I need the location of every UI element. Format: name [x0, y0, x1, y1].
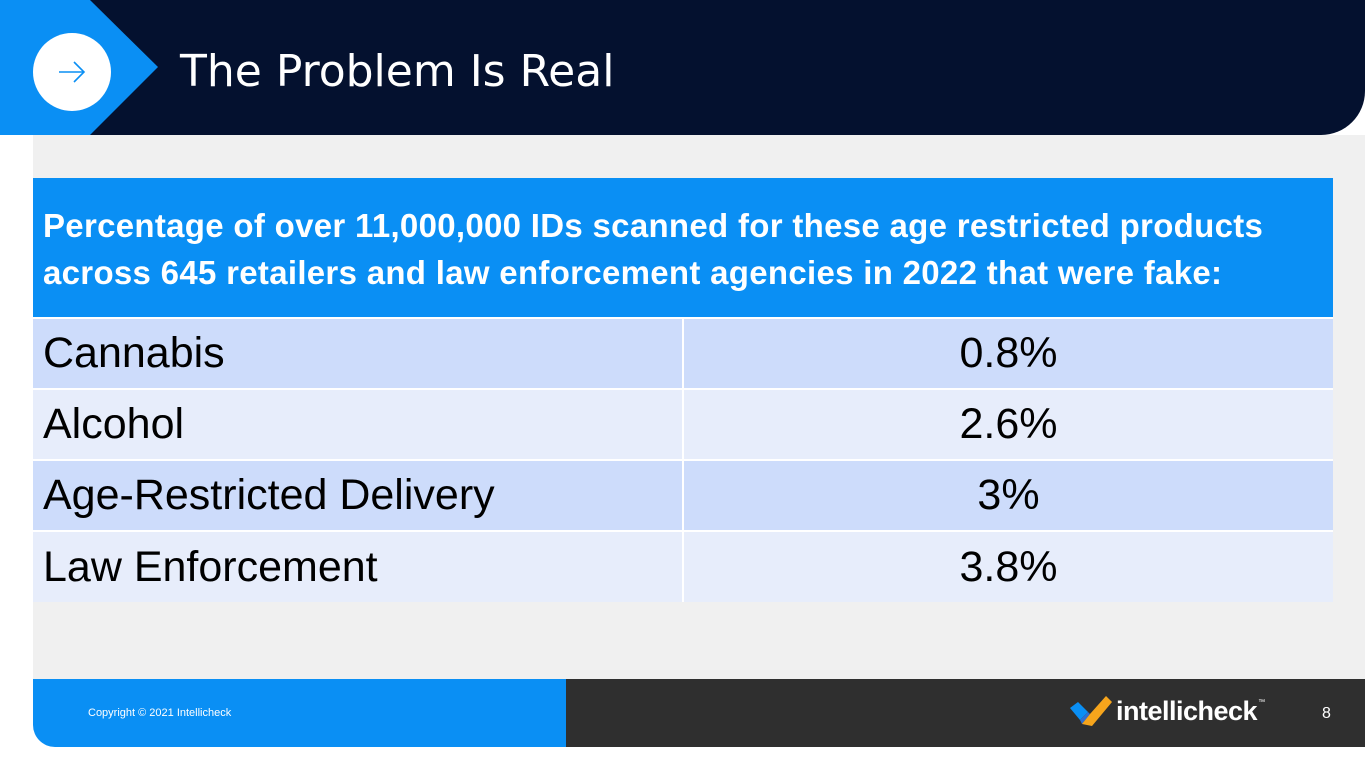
arrow-badge	[33, 33, 111, 111]
page-number: 8	[1322, 705, 1331, 722]
checkmark-logo-icon	[1070, 696, 1112, 726]
row-value-delivery: 3%	[683, 459, 1333, 531]
row-label-delivery: Age-Restricted Delivery	[33, 459, 684, 531]
row-value-alcohol: 2.6%	[683, 388, 1333, 460]
row-value-law-enforcement: 3.8%	[683, 530, 1333, 602]
table-row: Law Enforcement 3.8%	[33, 530, 1333, 602]
page-title: The Problem Is Real	[180, 46, 615, 97]
fake-id-table: Percentage of over 11,000,000 IDs scanne…	[33, 178, 1333, 602]
row-label-alcohol: Alcohol	[33, 388, 684, 460]
logo-wordmark: intellicheck	[1116, 696, 1258, 726]
row-label-cannabis: Cannabis	[33, 317, 684, 389]
footer-right-band	[566, 679, 1365, 747]
header-band: The Problem Is Real	[0, 0, 1365, 135]
table-row: Age-Restricted Delivery 3%	[33, 459, 1333, 531]
trademark-symbol: ™	[1258, 699, 1266, 706]
table-row: Cannabis 0.8%	[33, 317, 1333, 389]
footer-left-band	[33, 679, 566, 747]
copyright-text: Copyright © 2021 Intellicheck	[88, 707, 232, 719]
intellicheck-logo: intellicheck ™	[1068, 693, 1265, 729]
right-arrow-icon	[59, 61, 86, 83]
row-label-law-enforcement: Law Enforcement	[33, 530, 684, 602]
row-value-cannabis: 0.8%	[683, 317, 1333, 389]
table-heading: Percentage of over 11,000,000 IDs scanne…	[33, 178, 1333, 318]
table-row: Alcohol 2.6%	[33, 388, 1333, 460]
